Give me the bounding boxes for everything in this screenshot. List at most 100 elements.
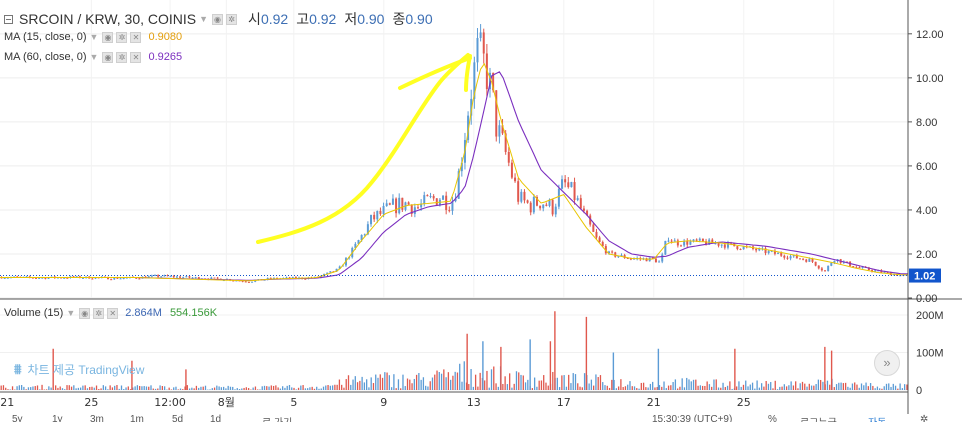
ma60-value: 0.9265 [148, 51, 183, 63]
candle-body [413, 207, 416, 214]
candle-body [573, 182, 576, 201]
eye-icon[interactable]: ◉ [212, 13, 224, 25]
candle-body [338, 266, 341, 269]
candle-body [811, 258, 814, 262]
volume-bar [188, 388, 191, 390]
volume-bar [7, 389, 9, 390]
candle-body [263, 279, 266, 281]
volume-bar [474, 374, 477, 390]
volume-bar [656, 387, 658, 390]
volume-bar [425, 385, 427, 390]
volume-bar [361, 376, 363, 390]
candle-body [197, 277, 200, 280]
candle-body [773, 250, 776, 254]
chevron-down-icon[interactable]: ▼ [89, 52, 99, 62]
volume-bar [783, 384, 785, 390]
candle-body [592, 224, 595, 232]
volume-bar [9, 389, 11, 390]
log-toggle[interactable]: 로그누금 [800, 414, 837, 422]
volume-bar [838, 382, 840, 390]
volume-bar [504, 376, 506, 390]
candle-body [81, 277, 84, 279]
eye-icon[interactable]: ◉ [102, 51, 114, 63]
eye-icon[interactable]: ◉ [102, 31, 114, 43]
volume-bar [661, 386, 663, 390]
volume-bar [747, 386, 749, 390]
chevron-down-icon[interactable]: ▼ [66, 308, 76, 318]
range-1y[interactable]: 1y [52, 414, 63, 422]
candle-body [561, 179, 564, 189]
time-tick-label: 25 [737, 396, 751, 409]
gear-icon[interactable]: ✲ [920, 414, 929, 422]
close-icon[interactable]: ✕ [107, 307, 119, 319]
volume-bar [479, 372, 481, 390]
volume-bar [722, 382, 724, 390]
gear-icon[interactable]: ✲ [116, 31, 128, 43]
volume-bar [545, 382, 547, 390]
volume-bar [322, 386, 325, 390]
close-icon[interactable]: ✕ [130, 31, 142, 43]
volume-bar [588, 383, 590, 390]
candle-body [582, 208, 585, 211]
volume-bar [776, 389, 779, 390]
candle-body [391, 198, 394, 205]
gear-icon[interactable]: ✲ [116, 51, 128, 63]
eye-icon[interactable]: ◉ [79, 307, 91, 319]
volume-bar [238, 389, 241, 390]
close-icon[interactable]: ✕ [130, 51, 142, 63]
gear-icon[interactable]: ✲ [93, 307, 105, 319]
candle-body [551, 199, 554, 215]
candle-body [360, 235, 363, 241]
volume-bar [679, 386, 681, 390]
candle-body [820, 268, 823, 271]
collapse-icon[interactable] [4, 14, 13, 24]
range-1d[interactable]: 1d [210, 414, 222, 422]
volume-bar [606, 385, 608, 390]
chevron-down-icon[interactable]: ▼ [199, 14, 209, 24]
range-1m[interactable]: 1m [130, 414, 144, 422]
scroll-to-realtime-button[interactable]: » [874, 350, 900, 376]
percent-toggle[interactable]: % [768, 414, 777, 422]
range-3m[interactable]: 3m [90, 414, 104, 422]
volume-value: 2.864M [125, 307, 162, 319]
volume-bar [125, 387, 127, 390]
candle-body [91, 278, 94, 280]
volume-bar [0, 385, 2, 390]
chevron-down-icon[interactable]: ▼ [89, 32, 99, 42]
price-tick-label: 8.00 [916, 117, 937, 129]
volume-bar [484, 380, 486, 390]
volume-bar [738, 381, 740, 390]
candle-body [175, 276, 178, 278]
volume-bar [250, 389, 252, 390]
candle-body [166, 275, 169, 277]
gear-icon[interactable]: ✲ [226, 13, 238, 25]
candle-body [75, 276, 78, 278]
volume-bar [665, 388, 667, 390]
candle-body [526, 200, 529, 203]
volume-bar [218, 386, 220, 390]
candle-body [770, 250, 773, 252]
volume-bar [320, 388, 322, 390]
volume-bar [295, 389, 297, 390]
volume-bar [438, 372, 440, 390]
range-5y[interactable]: 5y [12, 414, 23, 422]
volume-bar [384, 372, 386, 390]
candle-body [335, 268, 338, 272]
tradingview-watermark[interactable]: ⩩ 차트 제공 TradingView [14, 361, 144, 378]
volume-bar [286, 385, 288, 390]
volume-bar [102, 385, 104, 390]
volume-bar [252, 387, 254, 390]
candle-body [676, 240, 679, 246]
candle-body [604, 246, 607, 254]
candle-body [532, 197, 535, 213]
auto-toggle[interactable]: 자동 [868, 414, 886, 422]
ma15-label: MA (15, close, 0) [4, 31, 87, 43]
volume-bar [706, 381, 708, 390]
volume-bar [724, 387, 726, 390]
range-5d[interactable]: 5d [172, 414, 184, 422]
candle-body [736, 246, 739, 249]
goto-button[interactable]: 로 가기 [262, 414, 292, 422]
volume-bar [232, 386, 234, 390]
tradingview-logo-icon: ⩩ [14, 361, 22, 377]
